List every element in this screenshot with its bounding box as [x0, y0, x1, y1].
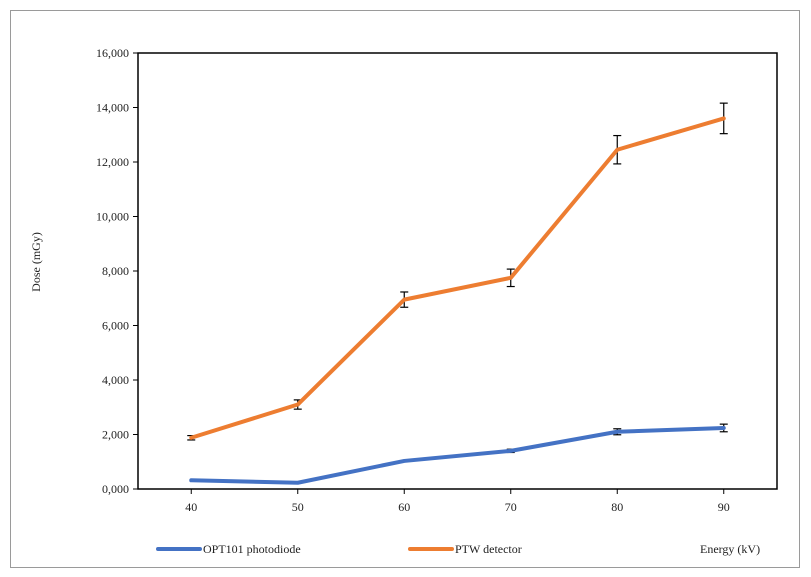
y-tick-label: 4,000	[102, 373, 129, 387]
y-axis-label: Dose (mGy)	[29, 232, 43, 292]
x-axis-label: Energy (kV)	[700, 542, 760, 556]
y-tick-label: 0,000	[102, 482, 129, 496]
y-tick-label: 6,000	[102, 319, 129, 333]
x-tick-label: 50	[292, 500, 304, 514]
y-tick-label: 8,000	[102, 264, 129, 278]
y-tick-label: 16,000	[96, 46, 129, 60]
x-tick-label: 60	[398, 500, 410, 514]
y-tick-label: 14,000	[96, 101, 129, 115]
y-tick-label: 10,000	[96, 210, 129, 224]
x-tick-label: 90	[718, 500, 730, 514]
y-tick-label: 2,000	[102, 428, 129, 442]
legend-label-1: PTW detector	[455, 542, 522, 556]
legend-label-0: OPT101 photodiode	[203, 542, 301, 556]
series-line-1	[189, 116, 726, 440]
x-tick-label: 40	[185, 500, 197, 514]
series-line-0	[189, 425, 726, 485]
x-tick-label: 70	[505, 500, 517, 514]
x-tick-label: 80	[611, 500, 623, 514]
y-tick-label: 12,000	[96, 155, 129, 169]
chart-frame	[10, 10, 800, 568]
